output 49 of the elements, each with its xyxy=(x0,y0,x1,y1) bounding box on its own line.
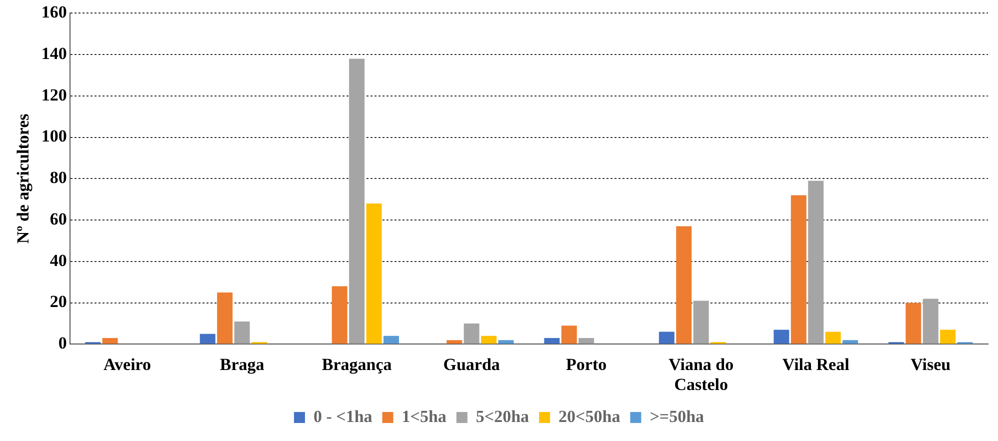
x-tick-label: Bragança xyxy=(322,354,392,374)
x-tick-label: Porto xyxy=(566,354,607,374)
x-tick-label: Vila Real xyxy=(782,354,850,374)
bar xyxy=(693,300,709,344)
y-tick-label: 60 xyxy=(50,209,67,228)
y-tick-label: 20 xyxy=(50,292,67,312)
y-axis-title: Nº de agricultores xyxy=(14,113,33,244)
bar xyxy=(498,340,514,344)
bar xyxy=(349,58,365,344)
y-tick-label: 140 xyxy=(41,44,67,63)
bar xyxy=(383,336,399,344)
bar xyxy=(808,180,824,344)
legend-label: 0 - <1ha xyxy=(313,406,373,426)
y-tick-label: 80 xyxy=(50,168,67,188)
bar xyxy=(464,324,480,344)
bar xyxy=(940,330,956,344)
bar xyxy=(790,195,806,344)
x-tick-label: Viseu xyxy=(910,354,951,374)
legend-label: >=50ha xyxy=(650,406,705,426)
bar xyxy=(544,338,560,344)
y-tick-label: 0 xyxy=(58,334,67,353)
x-tick-label: Guarda xyxy=(443,354,500,374)
legend-label: 1<5ha xyxy=(402,406,447,426)
bar xyxy=(217,292,233,344)
bar xyxy=(200,334,216,344)
y-tick-label: 40 xyxy=(50,250,67,270)
bar xyxy=(825,332,841,344)
y-tick-label: 100 xyxy=(41,126,67,146)
bar xyxy=(234,321,250,344)
y-tick-label: 160 xyxy=(41,2,67,22)
bar xyxy=(774,330,790,344)
bar xyxy=(906,302,922,344)
bar xyxy=(481,336,497,344)
bar xyxy=(102,338,118,344)
bar xyxy=(366,204,382,344)
bar xyxy=(658,332,674,344)
legend-label: 20<50ha xyxy=(558,406,621,426)
bar xyxy=(676,226,692,344)
bar xyxy=(842,340,858,344)
y-tick-label: 120 xyxy=(41,85,67,104)
bar xyxy=(561,326,577,344)
legend-label: 5<20ha xyxy=(476,406,530,426)
bar xyxy=(332,286,348,344)
bar xyxy=(446,340,462,344)
x-tick-label: Aveiro xyxy=(104,354,152,374)
bar xyxy=(922,298,938,344)
x-tick-label: Viana do Castelo xyxy=(668,354,734,394)
x-tick-label: Braga xyxy=(220,354,265,374)
bar xyxy=(578,338,594,344)
